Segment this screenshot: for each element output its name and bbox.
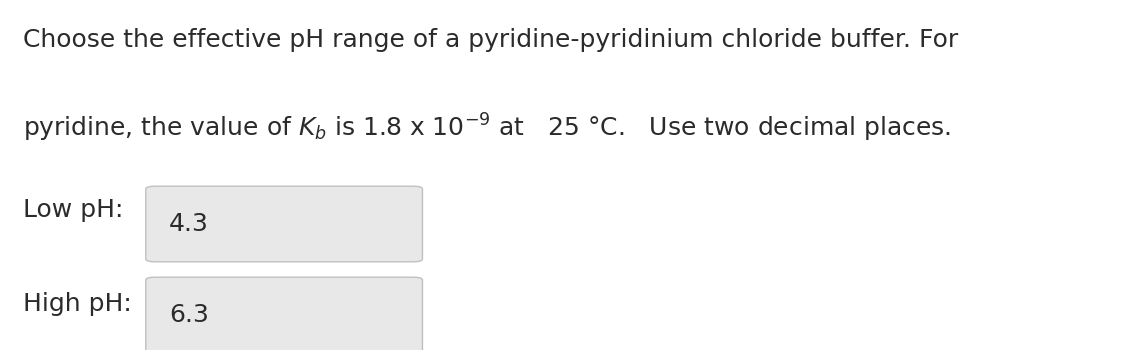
FancyBboxPatch shape xyxy=(146,277,422,350)
Text: 6.3: 6.3 xyxy=(169,303,209,327)
Text: pyridine, the value of $K_b$ is 1.8 x 10$^{-9}$ at   25 °C.   Use two decimal pl: pyridine, the value of $K_b$ is 1.8 x 10… xyxy=(23,112,951,144)
Text: Choose the effective pH range of a pyridine-pyridinium chloride buffer. For: Choose the effective pH range of a pyrid… xyxy=(23,28,959,52)
FancyBboxPatch shape xyxy=(146,186,422,262)
Text: 4.3: 4.3 xyxy=(169,212,209,236)
Text: High pH:: High pH: xyxy=(23,293,132,316)
Text: Low pH:: Low pH: xyxy=(23,198,123,222)
